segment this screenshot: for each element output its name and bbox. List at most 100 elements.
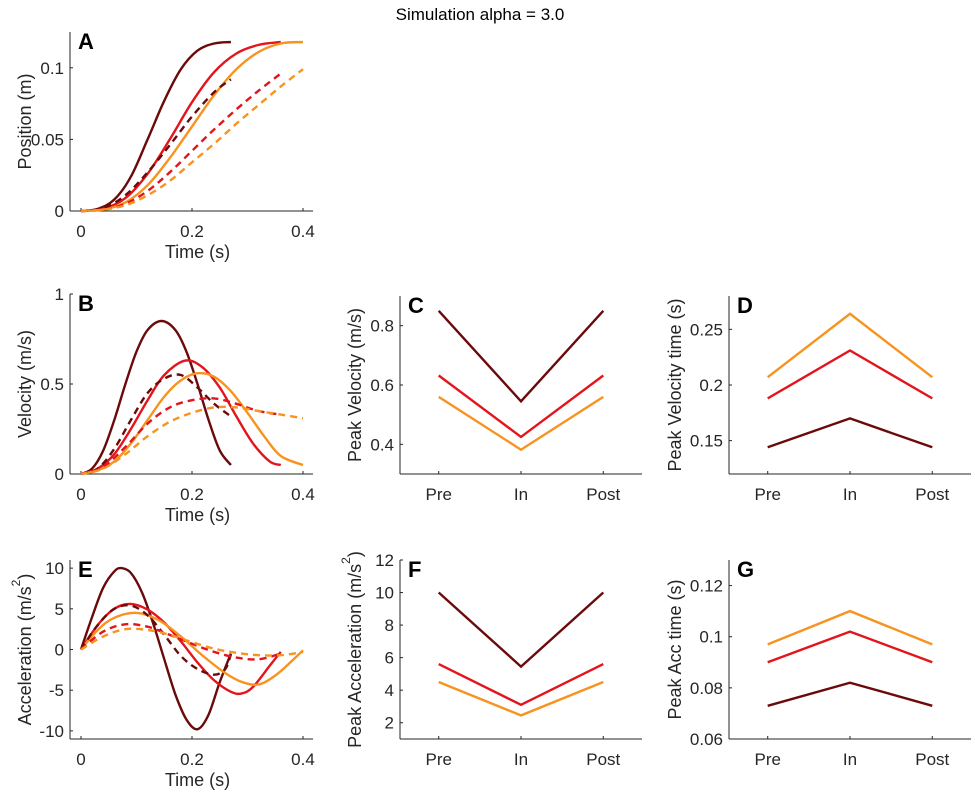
y-tick-label: 0.8	[370, 317, 394, 336]
series-line-orange-solid	[80, 40, 304, 213]
y-tick-label: 0	[55, 641, 64, 660]
y-axis-label-superscript: 2	[339, 557, 353, 564]
x-axis-label: Time (s)	[165, 242, 230, 262]
y-axis-label: Velocity (m/s)	[15, 330, 35, 438]
y-axis-label-superscript: 2	[9, 579, 23, 586]
series-line-orange-dashed	[80, 627, 304, 657]
y-tick-label: 1	[55, 285, 64, 304]
panel-g: 0.06 0.08 0.1 0.12 Pre In Post Peak Acc time (s…	[665, 557, 971, 769]
y-tick-label: -10	[39, 722, 64, 741]
panel-letter: A	[78, 29, 94, 54]
y-tick-label: 0.6	[370, 376, 394, 395]
y-tick-label: 0.05	[31, 130, 64, 149]
y-tick-label: 0.12	[690, 577, 723, 596]
series-line-red-dashed	[80, 72, 282, 213]
panel-e: -10 -5 0 5 10 0 0.2 0.4 Time (s) Acceleration (m/…	[9, 557, 315, 790]
y-axis-label: Peak Velocity (m/s)	[345, 308, 365, 462]
panel-letter: D	[737, 293, 753, 318]
x-tick-label: Pre	[754, 750, 780, 769]
series-line-orange-dashed	[80, 68, 304, 213]
panel-letter: C	[408, 293, 424, 318]
panel-letter: B	[78, 291, 94, 316]
x-tick-label: Pre	[754, 485, 780, 504]
y-tick-label: 0.4	[370, 435, 394, 454]
x-tick-label: In	[843, 750, 857, 769]
series-line-red	[437, 374, 605, 439]
y-axis-label: Position (m)	[15, 73, 35, 169]
x-tick-label: 0.2	[180, 222, 204, 241]
series-line-red-solid	[80, 359, 282, 476]
series-line-orange	[767, 609, 933, 646]
y-axis-label: Peak Acc time (s)	[665, 579, 685, 719]
y-axis-label: Acceleration (m/s2)	[9, 574, 35, 726]
y-axis-label-text: Peak Velocity time (s)	[665, 298, 685, 471]
x-axis-label: Time (s)	[165, 770, 230, 790]
series-line-dark	[437, 309, 605, 404]
x-tick-label: Post	[915, 485, 949, 504]
y-tick-label: 12	[375, 551, 394, 570]
x-tick-label: 0	[76, 222, 85, 241]
panel-b: 0 0.5 1 0 0.2 0.4 Time (s) Velocity (m/s) B	[15, 285, 315, 525]
series-line-orange	[438, 395, 604, 452]
y-tick-label: 0.25	[690, 320, 723, 339]
series-line-dark	[767, 681, 933, 707]
y-tick-label: 4	[385, 681, 394, 700]
y-axis-label-end: )	[345, 551, 365, 557]
series-line-dark-dashed	[80, 78, 232, 213]
y-tick-label: 0.15	[690, 432, 723, 451]
series-line-red-dashed	[80, 397, 281, 476]
series-line-dark-solid	[80, 40, 232, 213]
y-tick-label: 0.1	[40, 59, 64, 78]
panel-d: 0.15 0.2 0.25 Pre In Post Peak Velocity time (…	[665, 293, 971, 504]
y-axis-label-text: Peak Acc time (s)	[665, 579, 685, 719]
series-line-dark-dashed	[80, 603, 233, 676]
y-tick-label: 0	[55, 465, 64, 484]
series-line-orange	[438, 680, 604, 717]
y-tick-label: 0.1	[699, 628, 723, 647]
x-tick-label: 0.4	[291, 750, 315, 769]
y-tick-label: 10	[375, 584, 394, 603]
y-axis-label-text: Position (m)	[15, 73, 35, 169]
x-tick-label: 0.4	[291, 485, 315, 504]
x-tick-label: 0	[76, 750, 85, 769]
y-tick-label: 0.5	[40, 375, 64, 394]
series-line-dark-dashed	[80, 373, 232, 476]
x-tick-label: 0	[76, 485, 85, 504]
y-axis-label: Peak Velocity time (s)	[665, 298, 685, 471]
x-tick-label: 0.4	[291, 222, 315, 241]
x-tick-label: 0.2	[180, 750, 204, 769]
y-tick-label: 5	[55, 600, 64, 619]
series-line-dark	[437, 591, 605, 669]
series-line-red	[767, 349, 933, 400]
panel-letter: F	[408, 557, 421, 582]
x-tick-label: In	[514, 485, 528, 504]
series-line-red-solid	[80, 602, 282, 696]
x-tick-label: Post	[586, 485, 620, 504]
series-line-orange-dashed	[80, 405, 304, 476]
x-tick-label: Pre	[425, 750, 451, 769]
y-axis-label-end: )	[15, 574, 35, 580]
x-tick-label: Pre	[425, 485, 451, 504]
series-line-red	[438, 663, 604, 707]
x-tick-label: 0.2	[180, 485, 204, 504]
y-tick-label: -5	[49, 681, 64, 700]
x-tick-label: In	[843, 485, 857, 504]
series-line-red-solid	[80, 40, 281, 213]
y-axis-label-text: Acceleration (m/s	[15, 586, 35, 725]
x-tick-label: Post	[915, 750, 949, 769]
series-line-dark	[767, 417, 933, 449]
y-tick-label: 0.08	[690, 679, 723, 698]
figure-title: Simulation alpha = 3.0	[396, 5, 565, 24]
y-axis-label: Peak Acceleration (m/s2)	[339, 551, 365, 748]
x-axis-label: Time (s)	[165, 505, 230, 525]
panel-c: 0.4 0.6 0.8 Pre In Post Peak Velocity (m/s) C	[345, 293, 642, 504]
y-tick-label: 2	[385, 714, 394, 733]
y-tick-label: 6	[385, 649, 394, 668]
panel-letter: E	[78, 557, 93, 582]
y-tick-label: 0.06	[690, 730, 723, 749]
series-line-red-dashed	[80, 622, 282, 661]
y-tick-label: 10	[45, 559, 64, 578]
series-line-orange	[766, 312, 934, 379]
